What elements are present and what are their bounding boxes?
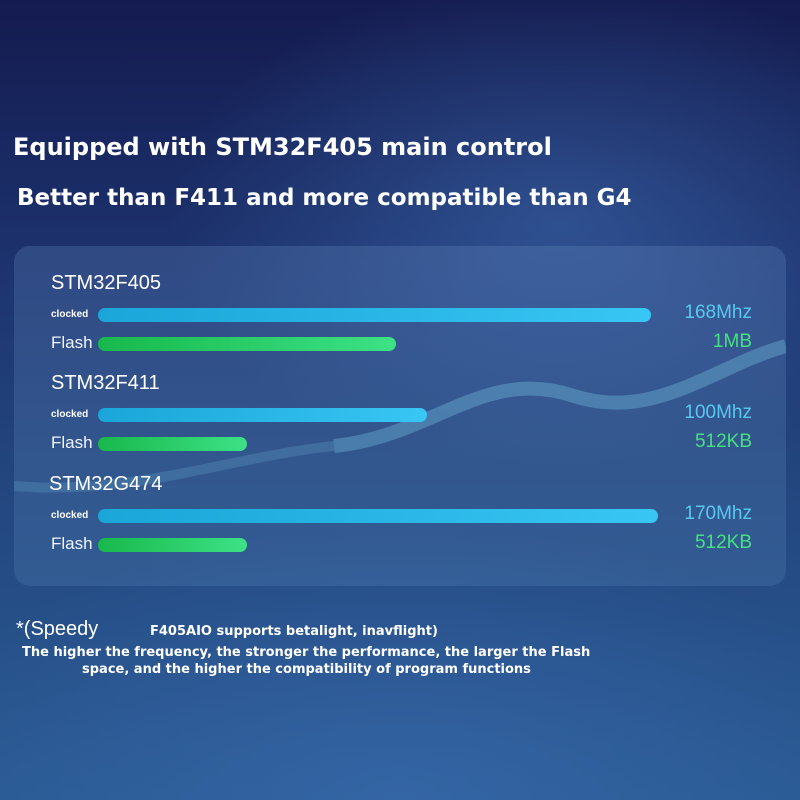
clock-value: 170Mhz bbox=[684, 503, 752, 524]
flash-bar bbox=[98, 337, 396, 351]
flash-label: Flash bbox=[51, 433, 93, 452]
clock-bar bbox=[98, 308, 652, 322]
footnote-line1: The higher the frequency, the stronger t… bbox=[22, 645, 591, 660]
decorative-wave bbox=[14, 339, 786, 493]
footnote-prefix: *(Speedy bbox=[16, 618, 99, 640]
headline: Equipped with STM32F405 main control bbox=[13, 133, 552, 161]
clock-bar bbox=[98, 408, 428, 422]
flash-label: Flash bbox=[51, 534, 93, 553]
flash-bar bbox=[98, 437, 247, 451]
footnote-line2: space, and the higher the compatibility … bbox=[82, 662, 531, 677]
chip-name: STM32G474 bbox=[49, 473, 163, 495]
flash-bar bbox=[98, 538, 247, 552]
chip-name: STM32F405 bbox=[51, 272, 162, 294]
clock-bar bbox=[98, 509, 658, 523]
clocked-label: clocked bbox=[51, 510, 89, 521]
clock-value: 100Mhz bbox=[684, 402, 752, 423]
footnote-support: F405AIO supports betalight, inavflight) bbox=[150, 624, 438, 639]
subheadline: Better than F411 and more compatible tha… bbox=[17, 185, 632, 211]
flash-label: Flash bbox=[51, 333, 93, 352]
flash-value: 512KB bbox=[694, 431, 752, 452]
flash-value: 512KB bbox=[694, 532, 752, 553]
clocked-label: clocked bbox=[51, 409, 89, 420]
flash-value: 1MB bbox=[712, 331, 752, 352]
chip-name: STM32F411 bbox=[51, 372, 160, 394]
clocked-label: clocked bbox=[51, 309, 89, 320]
clock-value: 168Mhz bbox=[684, 302, 752, 323]
